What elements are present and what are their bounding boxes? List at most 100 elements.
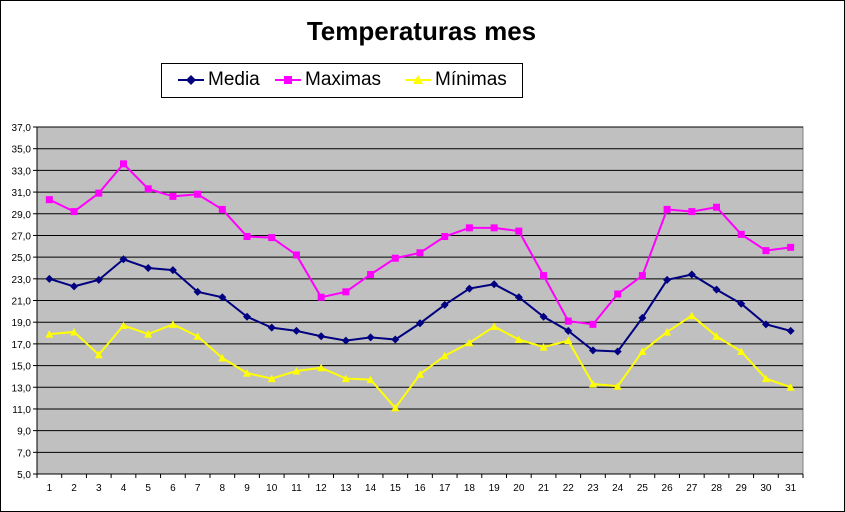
data-point	[688, 208, 696, 216]
x-tick-label: 20	[513, 483, 525, 494]
y-tick-label: 27,0	[12, 231, 32, 242]
legend: Media Maximas Mínimas	[161, 63, 523, 98]
data-point	[268, 234, 276, 242]
data-point	[144, 263, 153, 272]
data-point	[713, 203, 721, 211]
data-point	[490, 322, 499, 331]
x-tick-label: 9	[244, 483, 250, 494]
data-point	[737, 299, 746, 308]
data-point	[366, 333, 375, 342]
data-point	[243, 369, 252, 377]
x-tick-label: 3	[96, 483, 102, 494]
data-point	[194, 190, 202, 198]
square-marker-icon	[284, 76, 292, 84]
x-tick-label: 30	[760, 483, 772, 494]
x-tick-label: 27	[686, 483, 698, 494]
data-point	[317, 293, 325, 301]
data-point	[638, 272, 646, 280]
data-point	[45, 274, 54, 283]
data-point	[514, 335, 523, 344]
y-tick-label: 29,0	[12, 210, 32, 221]
data-point	[416, 249, 424, 257]
y-tick-label: 31,0	[12, 188, 32, 199]
x-tick-label: 24	[612, 483, 624, 494]
x-tick-label: 6	[170, 483, 176, 494]
x-tick-label: 12	[316, 483, 328, 494]
data-point	[441, 233, 449, 241]
data-point	[292, 366, 301, 375]
x-tick-label: 1	[47, 483, 53, 494]
data-point	[638, 313, 647, 322]
data-point	[588, 379, 597, 388]
x-tick-label: 5	[145, 483, 151, 494]
triangle-marker-icon	[413, 75, 423, 84]
data-point	[465, 224, 473, 232]
data-point	[218, 205, 226, 213]
x-tick-label: 4	[121, 483, 127, 494]
x-tick-label: 2	[71, 483, 77, 494]
data-point	[193, 287, 202, 296]
data-point	[514, 293, 523, 302]
x-tick-label: 16	[414, 483, 426, 494]
data-point	[70, 327, 79, 336]
x-tick-label: 19	[489, 483, 501, 494]
diamond-marker-icon	[186, 75, 196, 85]
data-point	[589, 320, 597, 328]
data-point	[564, 326, 573, 335]
data-point	[465, 338, 474, 347]
data-point	[564, 317, 572, 325]
y-tick-label: 7,0	[17, 448, 31, 459]
data-point	[169, 192, 177, 200]
y-tick-label: 5,0	[17, 470, 31, 481]
x-tick-label: 11	[291, 483, 302, 494]
data-point	[391, 335, 400, 344]
x-tick-label: 14	[365, 483, 377, 494]
data-point	[614, 290, 622, 298]
data-point	[687, 270, 696, 279]
x-tick-label: 23	[587, 483, 599, 494]
y-tick-label: 17,0	[12, 340, 32, 351]
data-point	[168, 266, 177, 275]
y-tick-label: 25,0	[12, 253, 32, 264]
data-point	[119, 255, 128, 264]
y-tick-label: 15,0	[12, 362, 32, 373]
x-tick-label: 13	[340, 483, 352, 494]
data-point	[119, 321, 128, 329]
y-tick-label: 35,0	[12, 145, 32, 156]
data-point	[539, 312, 548, 321]
x-tick-label: 8	[220, 483, 226, 494]
data-point	[94, 275, 103, 284]
y-tick-label: 23,0	[12, 275, 32, 286]
data-point	[490, 224, 498, 232]
data-point	[391, 403, 400, 412]
data-point	[786, 326, 795, 335]
data-point	[440, 351, 449, 360]
data-point	[687, 311, 696, 320]
data-point	[712, 285, 721, 294]
y-tick-label: 37,0	[12, 123, 32, 134]
data-point	[515, 227, 523, 235]
data-point	[243, 233, 251, 241]
data-point	[292, 251, 300, 259]
data-point	[663, 275, 672, 284]
y-tick-label: 11,0	[12, 405, 31, 416]
data-point	[440, 300, 449, 309]
legend-label-media: Media	[208, 69, 260, 90]
data-point	[342, 288, 350, 296]
y-tick-label: 9,0	[17, 427, 31, 438]
y-tick-label: 21,0	[12, 297, 32, 308]
data-point	[613, 382, 622, 390]
data-point	[663, 205, 671, 213]
x-tick-label: 15	[390, 483, 402, 494]
x-tick-label: 22	[563, 483, 575, 494]
data-point	[243, 312, 252, 321]
data-point	[45, 330, 54, 338]
data-point	[391, 254, 399, 262]
data-point	[218, 353, 227, 362]
data-point	[70, 282, 79, 291]
x-tick-label: 18	[464, 483, 476, 494]
data-point	[761, 320, 770, 329]
x-tick-label: 7	[195, 483, 201, 494]
data-point	[317, 332, 326, 341]
